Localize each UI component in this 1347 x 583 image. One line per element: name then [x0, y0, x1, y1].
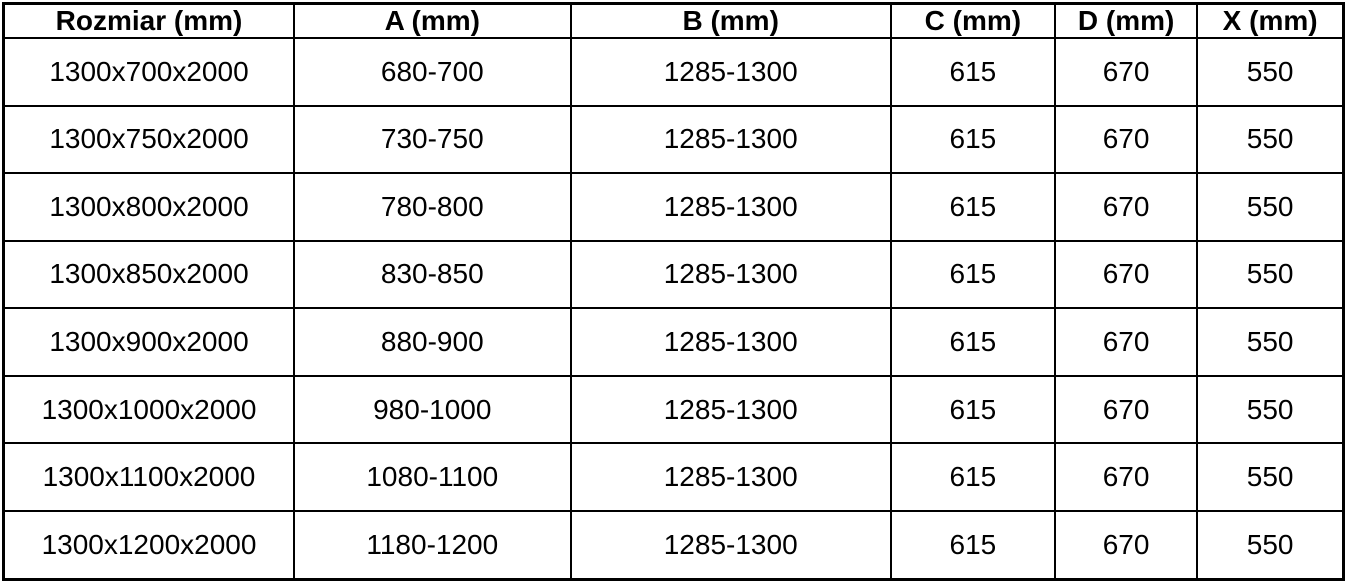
table-cell: 550 — [1196, 374, 1345, 445]
table-cell: 1300x1100x2000 — [2, 442, 295, 512]
table-cell: 1300x850x2000 — [2, 239, 295, 310]
table-cell: 550 — [1196, 239, 1345, 310]
table-cell: 980-1000 — [293, 374, 572, 445]
table-cell: 550 — [1196, 104, 1345, 175]
table-cell: 670 — [1053, 509, 1199, 581]
table-cell: 550 — [1196, 442, 1345, 512]
table-cell: 1300x750x2000 — [2, 104, 295, 175]
table-cell: 1285-1300 — [569, 442, 892, 512]
table-cell: 1080-1100 — [293, 442, 572, 512]
table-row: 1300x1000x2000 980-1000 1285-1300 615 670 550 — [2, 374, 1345, 445]
table-cell: 830-850 — [293, 239, 572, 310]
table-row: 1300x1100x2000 1080-1100 1285-1300 615 670 55… — [2, 442, 1345, 512]
table-cell: 730-750 — [293, 104, 572, 175]
column-header: B (mm) — [569, 2, 892, 39]
table-header-row: Rozmiar (mm) A (mm) B (mm) C (mm) D (mm) X (m… — [2, 2, 1345, 39]
table-cell: 615 — [889, 307, 1056, 377]
table-cell: 670 — [1053, 239, 1199, 310]
table-row: 1300x800x2000 780-800 1285-1300 615 670 550 — [2, 172, 1345, 242]
table-cell: 670 — [1053, 374, 1199, 445]
table-cell: 1300x900x2000 — [2, 307, 295, 377]
table-row: 1300x850x2000 830-850 1285-1300 615 670 550 — [2, 239, 1345, 310]
table-cell: 615 — [889, 104, 1056, 175]
table-row: 1300x1200x2000 1180-1200 1285-1300 615 670 55… — [2, 509, 1345, 581]
table-cell: 1300x700x2000 — [2, 37, 295, 107]
table-cell: 1285-1300 — [569, 239, 892, 310]
table-cell: 670 — [1053, 442, 1199, 512]
table-row: 1300x750x2000 730-750 1285-1300 615 670 550 — [2, 104, 1345, 175]
table-cell: 550 — [1196, 172, 1345, 242]
table-cell: 1300x1000x2000 — [2, 374, 295, 445]
table-cell: 670 — [1053, 37, 1199, 107]
table-cell: 615 — [889, 239, 1056, 310]
table-cell: 1285-1300 — [569, 37, 892, 107]
table-cell: 1285-1300 — [569, 172, 892, 242]
table-cell: 780-800 — [293, 172, 572, 242]
table-cell: 615 — [889, 509, 1056, 581]
table-cell: 1285-1300 — [569, 104, 892, 175]
table-cell: 615 — [889, 374, 1056, 445]
table-row: 1300x900x2000 880-900 1285-1300 615 670 550 — [2, 307, 1345, 377]
table-cell: 680-700 — [293, 37, 572, 107]
column-header: X (mm) — [1196, 2, 1345, 39]
table-cell: 615 — [889, 172, 1056, 242]
table-cell: 880-900 — [293, 307, 572, 377]
table-cell: 670 — [1053, 307, 1199, 377]
table-cell: 1285-1300 — [569, 509, 892, 581]
column-header: Rozmiar (mm) — [2, 2, 295, 39]
table-cell: 1285-1300 — [569, 307, 892, 377]
table-cell: 1285-1300 — [569, 374, 892, 445]
table-cell: 1300x1200x2000 — [2, 509, 295, 581]
table-cell: 1180-1200 — [293, 509, 572, 581]
table-cell: 550 — [1196, 307, 1345, 377]
table-row: 1300x700x2000 680-700 1285-1300 615 670 550 — [2, 37, 1345, 107]
table-cell: 1300x800x2000 — [2, 172, 295, 242]
column-header: A (mm) — [293, 2, 572, 39]
column-header: C (mm) — [889, 2, 1056, 39]
column-header: D (mm) — [1053, 2, 1199, 39]
table-cell: 615 — [889, 37, 1056, 107]
table-cell: 670 — [1053, 172, 1199, 242]
table-cell: 615 — [889, 442, 1056, 512]
table-cell: 550 — [1196, 37, 1345, 107]
table-cell: 550 — [1196, 509, 1345, 581]
table-cell: 670 — [1053, 104, 1199, 175]
